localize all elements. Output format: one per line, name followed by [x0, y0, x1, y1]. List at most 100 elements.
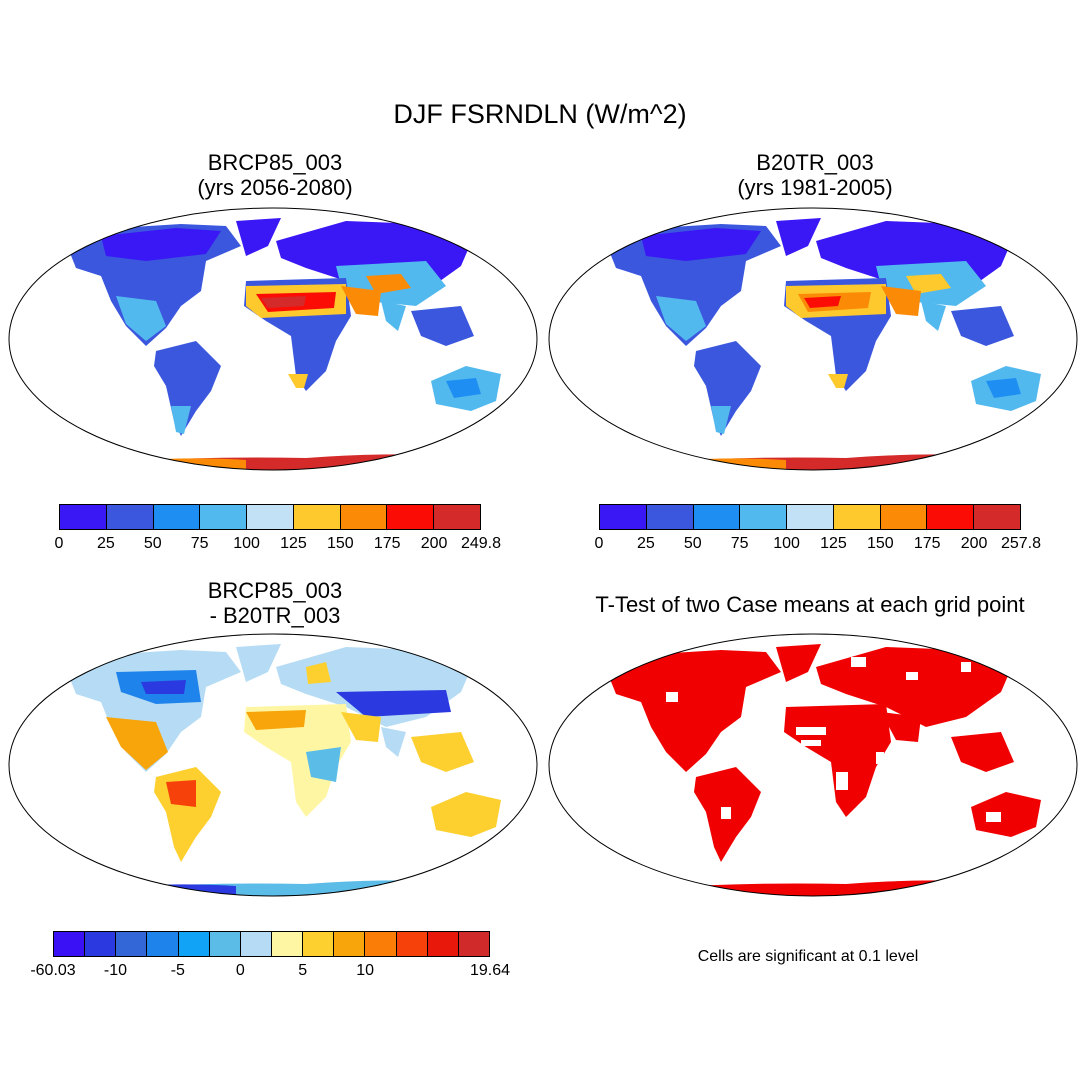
- australia-significant: [971, 792, 1041, 837]
- colorbar-diff-swatch: [147, 932, 179, 956]
- north-america-north: [641, 228, 761, 261]
- colorbar-case1-swatch: [200, 505, 248, 529]
- sahara-peak: [804, 296, 841, 308]
- east-africa-cool: [306, 747, 341, 782]
- colorbar-case1-swatch: [434, 505, 481, 529]
- colorbar-case2-tick-label: 150: [866, 535, 894, 552]
- colorbar-case2-swatch: [693, 505, 741, 529]
- colorbar-diff-swatch: [178, 932, 210, 956]
- colorbar-case1-tick-label: 0: [54, 535, 64, 552]
- map-frame: [8, 633, 538, 897]
- colorbar-diff-labels: -60.03 -10 -5 0 5 10 19.64: [30, 962, 510, 982]
- colorbar-case1-swatch: [60, 505, 107, 529]
- panel-title-case2-line2: (yrs 1981-2005): [737, 175, 893, 200]
- colorbar-diff-swatch: [271, 932, 304, 956]
- south-africa-hotspot: [288, 374, 308, 388]
- colorbar-case2-tick-label: 0: [594, 535, 604, 552]
- tibet-hotspot: [366, 274, 411, 294]
- colorbar-case2-labels: 0 25 50 75 100 125 150 175 200 257.8: [595, 535, 1041, 555]
- panel-title-diff-line2: - B20TR_003: [209, 603, 341, 628]
- colorbar-case2-swatch: [787, 505, 834, 529]
- southeast-asia: [951, 306, 1014, 346]
- colorbar-case2-tick-label: 25: [636, 535, 655, 552]
- colorbar-diff-tick-label: 19.64: [469, 962, 511, 979]
- map-frame: [548, 207, 1078, 471]
- greenland-significant: [776, 644, 821, 682]
- india: [381, 727, 406, 757]
- colorbar-diff-swatch: [458, 932, 489, 956]
- colorbar-diff-swatch: [116, 932, 148, 956]
- colorbar-case1-tick-label: 100: [233, 535, 260, 552]
- arabia: [881, 286, 921, 316]
- significance-note: Cells are significant at 0.1 level: [697, 948, 919, 965]
- colorbar-case1-swatch: [387, 505, 435, 529]
- colorbar-case2-swatch: [833, 505, 881, 529]
- africa: [244, 704, 351, 817]
- antarctica-edge-region: [656, 458, 786, 470]
- africa-significant: [784, 704, 891, 817]
- colorbar-diff: [53, 931, 490, 957]
- colorbar-case1-tick-label: 249.8: [460, 535, 502, 552]
- panel-title-case2-line1: B20TR_003: [756, 150, 874, 175]
- colorbar-diff-tick-label: -5: [170, 962, 185, 979]
- non-significant-cells: [666, 657, 1001, 822]
- arabia: [341, 712, 381, 742]
- sahara-peak: [261, 296, 306, 308]
- colorbar-diff-tick-label: -60.03: [30, 962, 76, 979]
- map-case2: [548, 207, 1078, 471]
- europe-warm: [306, 662, 331, 684]
- north-america: [68, 650, 241, 772]
- colorbar-case2-swatch: [740, 505, 788, 529]
- colorbar-case2-swatch: [974, 505, 1021, 529]
- antarctica-significant: [656, 880, 991, 896]
- colorbar-case2-tick-label: 175: [913, 535, 941, 552]
- panel-title-ttest: T-Test of two Case means at each grid po…: [595, 592, 1025, 617]
- colorbar-case2-swatch: [927, 505, 975, 529]
- antarctica-region: [656, 454, 991, 470]
- colorbar-case1-tick-label: 25: [96, 535, 115, 552]
- india: [381, 301, 406, 331]
- colorbar-case1-swatch: [340, 505, 388, 529]
- colorbar-case2-swatch: [646, 505, 694, 529]
- australia-interior: [986, 378, 1021, 398]
- greenland: [776, 218, 821, 256]
- north-america-south: [656, 296, 706, 341]
- colorbar-diff-swatch: [85, 932, 117, 956]
- colorbar-diff-swatch: [396, 932, 428, 956]
- north-america-core: [141, 680, 186, 694]
- colorbar-case2-tick-label: 100: [773, 535, 800, 552]
- southeast-asia: [411, 732, 474, 772]
- colorbar-case1-tick-label: 150: [326, 535, 354, 552]
- amazon-hotspot: [166, 780, 196, 807]
- south-america-south: [711, 406, 731, 434]
- arabia-significant: [881, 712, 921, 742]
- north-america-south: [116, 296, 166, 341]
- north-america-south: [106, 717, 168, 770]
- colorbar-case1-swatch: [106, 505, 154, 529]
- colorbar-diff-swatch: [334, 932, 366, 956]
- antarctica-region: [116, 454, 451, 470]
- map-frame: [548, 633, 1078, 897]
- north-america-north: [101, 228, 221, 261]
- colorbar-diff-swatch: [54, 932, 86, 956]
- tibet-hotspot: [906, 274, 951, 294]
- colorbar-case1-tick-label: 125: [280, 535, 307, 552]
- colorbar-case2-tick-label: 200: [960, 535, 988, 552]
- colorbar-diff-swatch: [365, 932, 397, 956]
- colorbar-case2-tick-label: 75: [730, 535, 749, 552]
- colorbar-diff-tick-label: 5: [298, 962, 308, 979]
- panel-title-case1-line1: BRCP85_003: [207, 150, 343, 175]
- panel-title-case1: BRCP85_003 (yrs 2056-2080): [75, 150, 475, 200]
- india: [921, 301, 946, 331]
- southeast-asia: [411, 306, 474, 346]
- colorbar-case1-tick-label: 75: [190, 535, 209, 552]
- colorbar-case2-tick-label: 125: [820, 535, 847, 552]
- arabia: [341, 286, 381, 316]
- antarctica-region: [116, 880, 451, 896]
- map-case1: [8, 207, 538, 471]
- figure-title: DJF FSRNDLN (W/m^2): [393, 99, 687, 129]
- colorbar-case1-labels: 0 25 50 75 100 125 150 175 200 249.8: [55, 535, 501, 555]
- australia-interior: [446, 378, 481, 398]
- map-diff: [8, 633, 538, 897]
- australia: [431, 792, 501, 837]
